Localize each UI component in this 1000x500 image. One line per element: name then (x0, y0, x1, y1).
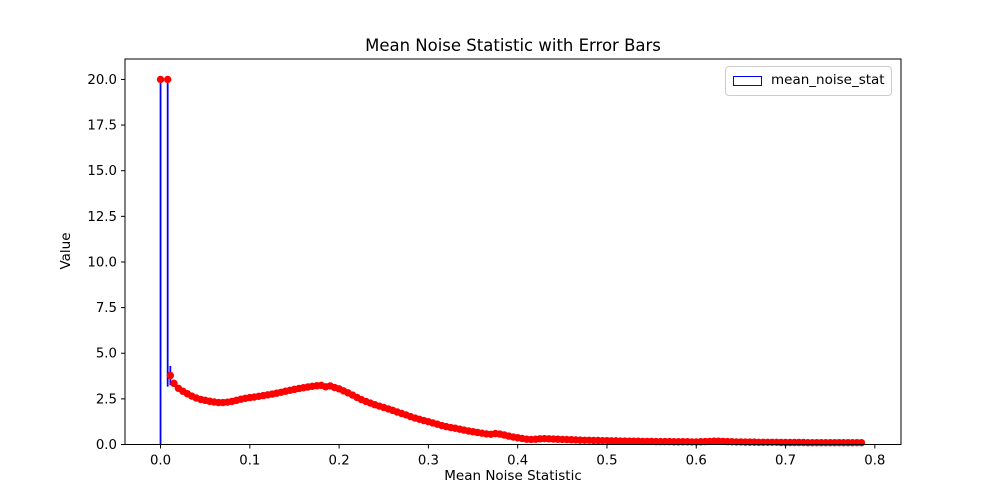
data-point (156, 75, 165, 84)
x-tick-label: 0.2 (329, 454, 350, 469)
data-point (163, 75, 172, 84)
x-tick-label: 0.0 (150, 454, 171, 469)
y-tick-label: 17.5 (87, 119, 117, 134)
markers-group (156, 75, 866, 447)
legend-label: mean_noise_stat (771, 72, 885, 89)
y-tick-label: 15.0 (87, 164, 117, 179)
x-axis-label: Mean Noise Statistic (444, 468, 582, 484)
y-tick-label: 12.5 (87, 210, 117, 225)
data-point (170, 379, 178, 388)
legend-swatch-icon (733, 76, 762, 86)
plot-border (124, 58, 902, 445)
y-tick-label: 10.0 (87, 255, 117, 270)
y-tick-label: 7.5 (96, 301, 117, 316)
legend: mean_noise_stat (725, 66, 892, 96)
y-tick-label: 2.5 (96, 392, 117, 407)
x-tick-label: 0.7 (775, 454, 796, 469)
y-tick-label: 20.0 (87, 73, 117, 88)
y-axis-label: Value (58, 232, 74, 270)
x-tick-label: 0.3 (418, 454, 439, 469)
y-axis: 0.0 2.5 5.0 7.5 10.0 12.5 15.0 17.5 20.0 (87, 73, 125, 453)
data-point (166, 371, 175, 380)
y-tick-label: 0.0 (96, 438, 117, 453)
x-axis: 0.0 0.1 0.2 0.3 0.4 0.5 0.6 0.7 0.8 (150, 444, 885, 469)
x-tick-label: 0.1 (239, 454, 260, 469)
error-bars-group (159, 79, 172, 445)
y-tick-label: 5.0 (96, 347, 117, 362)
chart-title: Mean Noise Statistic with Error Bars (365, 36, 661, 55)
x-tick-label: 0.8 (864, 454, 885, 469)
data-point (857, 438, 866, 447)
x-tick-label: 0.4 (507, 454, 528, 469)
x-tick-label: 0.5 (596, 454, 617, 469)
x-tick-label: 0.6 (686, 454, 707, 469)
